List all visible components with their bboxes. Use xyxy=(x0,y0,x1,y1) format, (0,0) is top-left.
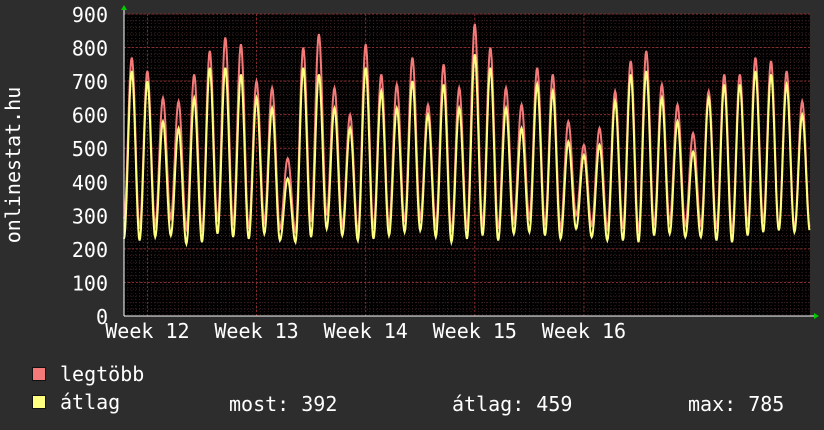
x-tick-label: Week 12 xyxy=(105,319,189,343)
y-tick-label: 100 xyxy=(72,271,108,295)
legend-item-legtobb: legtöbb xyxy=(32,362,145,386)
series-line-atlag xyxy=(123,54,811,248)
legend-swatch-atlag xyxy=(32,395,46,409)
y-tick-label: 500 xyxy=(72,137,108,161)
x-axis-arrow xyxy=(814,313,819,319)
y-tick-label: 400 xyxy=(72,171,108,195)
legend-item-atlag: átlag xyxy=(32,390,121,414)
y-tick-label: 700 xyxy=(72,70,108,94)
legend-label-atlag: átlag xyxy=(60,390,121,414)
series-line-legtobb xyxy=(123,23,811,236)
y-tick-label: 0 xyxy=(96,305,108,329)
y-tick-label: 200 xyxy=(72,238,108,262)
x-tick-label: Week 13 xyxy=(214,319,298,343)
x-tick-label: Week 15 xyxy=(433,319,517,343)
y-tick-label: 900 xyxy=(72,3,108,27)
stat-current: most: 392 xyxy=(229,392,338,416)
legend-label-legtobb: legtöbb xyxy=(60,362,145,386)
legend-swatch-legtobb xyxy=(32,367,46,381)
y-tick-label: 800 xyxy=(72,37,108,61)
y-axis-label: onlinestat.hu xyxy=(1,87,25,244)
stat-average: átlag: 459 xyxy=(452,392,573,416)
y-tick-label: 300 xyxy=(72,204,108,228)
y-tick-label: 600 xyxy=(72,104,108,128)
chart: 0 100 200 300 400 500 600 700 800 900 Week 12 Week … xyxy=(1,3,819,343)
stat-maximum: max: 785 xyxy=(688,392,785,416)
x-tick-label: Week 16 xyxy=(542,319,626,343)
y-axis-arrow xyxy=(121,5,127,10)
x-tick-label: Week 14 xyxy=(324,319,408,343)
